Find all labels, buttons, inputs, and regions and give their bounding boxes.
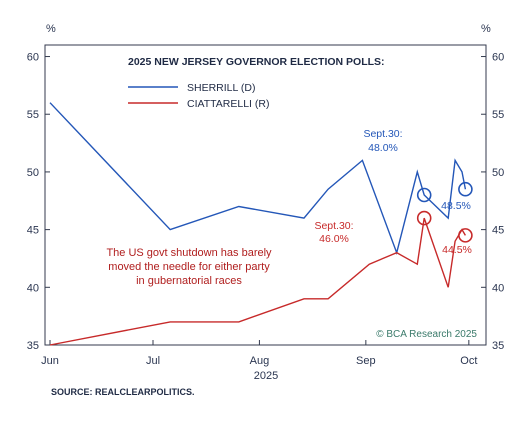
marker-layer bbox=[416, 181, 473, 243]
y-tick-label-right: 60 bbox=[492, 52, 504, 64]
legend: SHERRILL (D) CIATTARELLI (R) bbox=[128, 82, 269, 110]
plot-frame bbox=[44, 44, 487, 346]
x-tick-label: Aug bbox=[250, 355, 270, 367]
note-line-3: in gubernatorial races bbox=[136, 275, 242, 287]
y-tick-label-right: 35 bbox=[492, 340, 504, 352]
source-note: SOURCE: REALCLEARPOLITICS. bbox=[51, 387, 195, 397]
series-line-sherrill bbox=[49, 102, 467, 256]
y-tick-label-right: 55 bbox=[492, 109, 504, 121]
left-y-axis: 35 40 45 50 55 60 bbox=[27, 52, 50, 352]
series-line-ciattarelli bbox=[49, 217, 467, 346]
y-tick-label-left: 40 bbox=[27, 282, 39, 294]
highlight-circle bbox=[416, 210, 432, 226]
sherrill-sept30-label: Sept.30: bbox=[363, 128, 402, 140]
note-line-2: moved the needle for either party bbox=[108, 261, 270, 273]
copyright-notice: © BCA Research 2025 bbox=[376, 329, 477, 340]
y-tick-label-left: 35 bbox=[27, 340, 39, 352]
x-axis-year-label: 2025 bbox=[254, 370, 278, 382]
y-tick-label-left: 45 bbox=[27, 225, 39, 237]
highlight-circle bbox=[458, 181, 473, 197]
x-tick-label: Oct bbox=[460, 355, 477, 367]
x-tick-label: Jul bbox=[146, 355, 160, 367]
ciattarelli-sept30-value: 46.0% bbox=[319, 233, 349, 245]
ciattarelli-last-value: 44.5% bbox=[442, 244, 472, 256]
sherrill-last-value: 48.5% bbox=[441, 200, 471, 212]
y-tick-label-right: 40 bbox=[492, 282, 504, 294]
legend-label-ciattarelli: CIATTARELLI (R) bbox=[187, 98, 269, 110]
y-tick-label-left: 55 bbox=[27, 109, 39, 121]
ciattarelli-sept30-label: Sept.30: bbox=[314, 220, 353, 232]
y-tick-label-left: 50 bbox=[27, 167, 39, 179]
y-tick-label-right: 50 bbox=[492, 167, 504, 179]
note-line-1: The US govt shutdown has barely bbox=[106, 247, 272, 259]
highlight-circle bbox=[416, 187, 432, 203]
left-unit-label: % bbox=[46, 23, 56, 35]
x-axis: Jun Jul Aug Sep Oct bbox=[41, 340, 477, 367]
legend-label-sherrill: SHERRILL (D) bbox=[187, 82, 255, 94]
sherrill-sept30-value: 48.0% bbox=[368, 142, 398, 154]
y-tick-label-left: 60 bbox=[27, 52, 39, 64]
right-unit-label: % bbox=[481, 23, 491, 35]
x-tick-label: Sep bbox=[356, 355, 376, 367]
chart-title: 2025 NEW JERSEY GOVERNOR ELECTION POLLS: bbox=[128, 56, 385, 68]
series-layer bbox=[49, 102, 467, 346]
x-tick-label: Jun bbox=[41, 355, 59, 367]
y-tick-label-right: 45 bbox=[492, 225, 504, 237]
right-y-axis: 35 40 45 50 55 60 bbox=[481, 52, 504, 352]
highlight-circle bbox=[458, 228, 473, 243]
